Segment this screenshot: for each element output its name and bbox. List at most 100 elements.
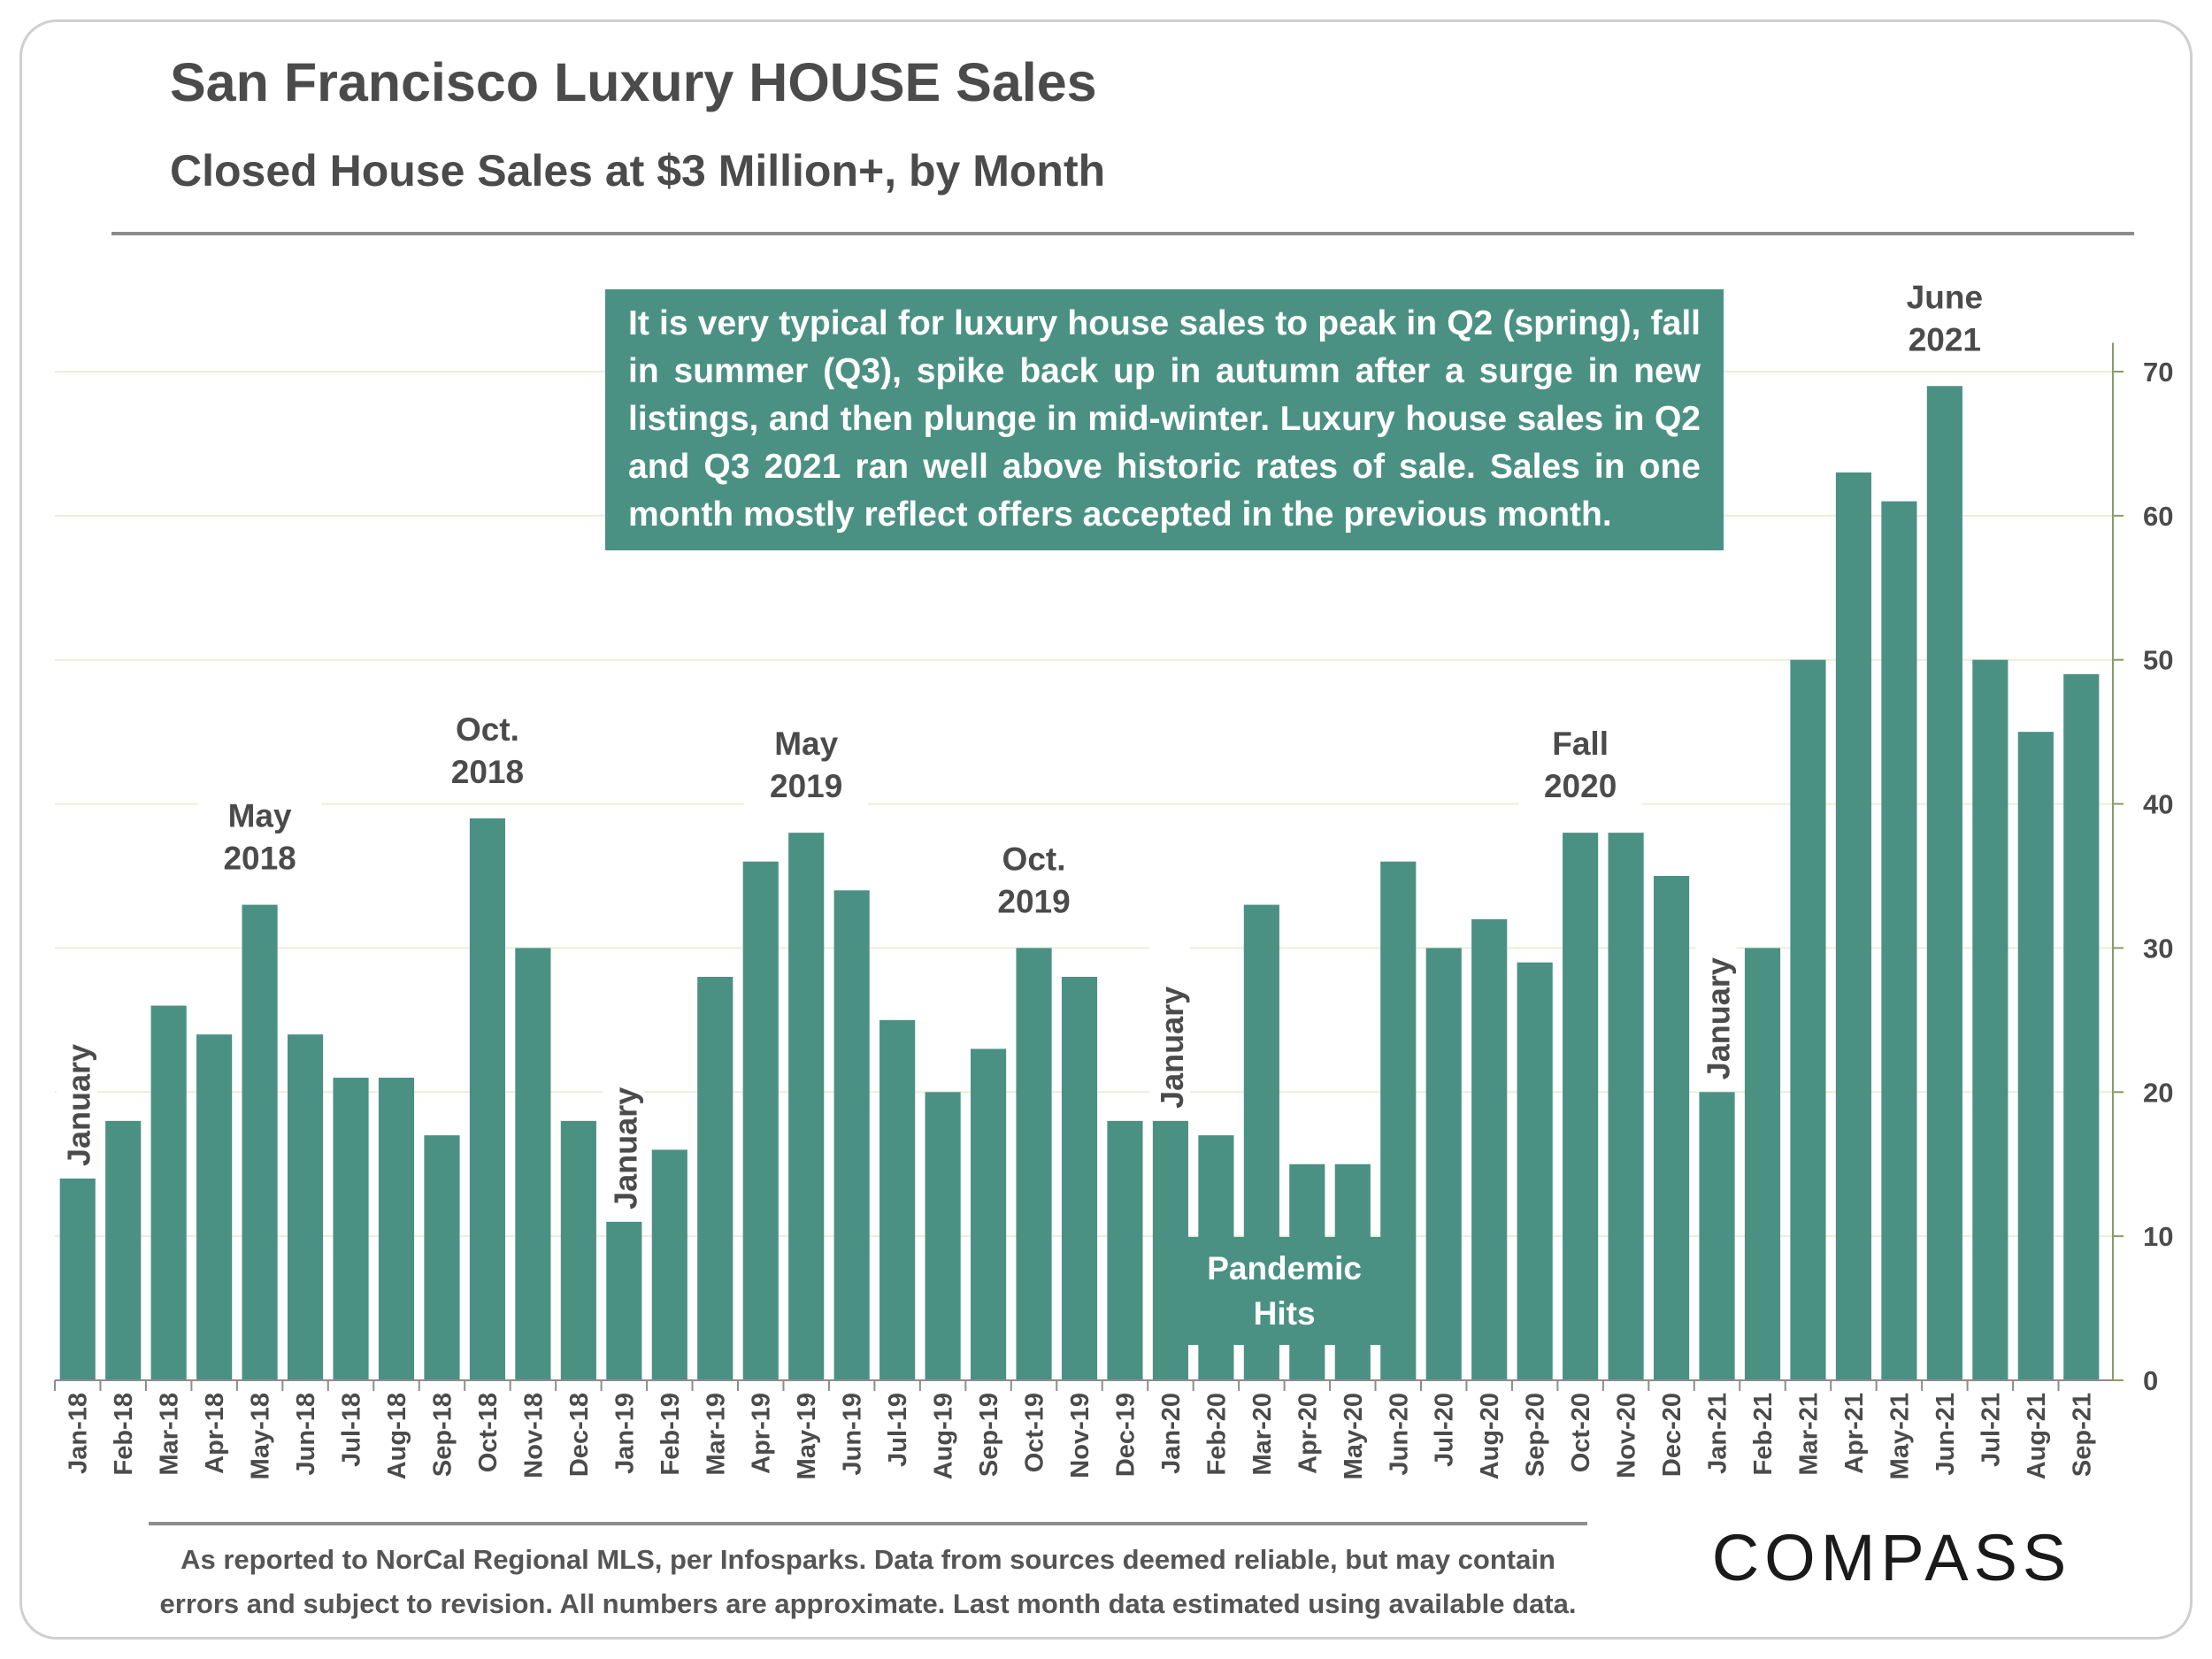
x-tick-label: Apr-19 xyxy=(748,1393,776,1474)
annotation-label-line1: Oct. xyxy=(456,711,519,748)
bar-Mar-21 xyxy=(1790,659,1826,1380)
pandemic-callout-box xyxy=(1181,1237,1387,1345)
x-tick-label: Mar-18 xyxy=(156,1393,184,1476)
annotation-bg xyxy=(425,694,549,794)
annotation-label-line1: June xyxy=(1907,279,1983,315)
bar-Sep-20 xyxy=(1517,962,1553,1380)
x-tick-label: May-19 xyxy=(793,1393,821,1479)
x-tick-label: Sep-21 xyxy=(2068,1393,2096,1477)
annotation-label-line2: 2020 xyxy=(1544,768,1617,804)
x-tick-label: Aug-21 xyxy=(2023,1393,2051,1479)
bar-Dec-19 xyxy=(1107,1120,1143,1380)
bar-Nov-19 xyxy=(1061,977,1098,1380)
bar-Apr-19 xyxy=(742,861,779,1380)
x-tick-label: May-21 xyxy=(1886,1393,1914,1479)
annotation-bg xyxy=(744,709,869,809)
x-tick-label: Sep-19 xyxy=(975,1393,1003,1477)
bar-Feb-21 xyxy=(1744,948,1781,1380)
annotation-bg xyxy=(603,1041,644,1210)
bar-Jul-21 xyxy=(1972,659,2008,1380)
x-tick-label: Feb-20 xyxy=(1202,1393,1231,1475)
annotation-bg xyxy=(1518,709,1643,809)
bar-Nov-20 xyxy=(1608,833,1644,1380)
bar-Jan-21 xyxy=(1699,1092,1735,1380)
x-tick-label: May-18 xyxy=(247,1393,275,1479)
annotation-label-line2: 2019 xyxy=(770,768,842,804)
y-tick-label: 30 xyxy=(2143,933,2173,964)
bar-May-18 xyxy=(242,904,278,1380)
bar-Jul-19 xyxy=(879,1019,916,1380)
bar-Mar-19 xyxy=(697,977,733,1380)
x-tick-label: Oct-20 xyxy=(1567,1393,1595,1472)
axes: 0 10 20 30 40 50 60 70 Jan-18 Feb-18 Mar-18 Apr-18 M… xyxy=(54,342,2173,1479)
x-tick-label: Mar-19 xyxy=(702,1393,730,1476)
y-tick-label: 70 xyxy=(2143,357,2173,388)
bar-Aug-18 xyxy=(378,1078,415,1380)
x-tick-label: Jan-19 xyxy=(611,1393,639,1474)
y-tick-label: 60 xyxy=(2143,501,2173,532)
x-tick-label: Mar-20 xyxy=(1248,1393,1277,1476)
y-tick-label: 10 xyxy=(2143,1221,2173,1252)
bar-Jun-19 xyxy=(833,890,870,1380)
x-tick-label: Dec-20 xyxy=(1658,1393,1686,1477)
annotations: January May 2018 Oct. 2018 January May 2019 Oct.… xyxy=(56,262,2007,1345)
x-tick-label: Jan-20 xyxy=(1157,1393,1186,1474)
bar-Dec-20 xyxy=(1653,876,1690,1380)
bar-Sep-21 xyxy=(2063,674,2100,1380)
annotation-label-line2: 2019 xyxy=(997,883,1070,919)
footer-source-line-1: As reported to NorCal Regional MLS, per … xyxy=(180,1544,1555,1575)
x-tick-label: Sep-20 xyxy=(1522,1393,1550,1477)
annotation-bg xyxy=(1882,262,2007,362)
bar-Dec-18 xyxy=(560,1120,596,1380)
bar-Jan-19 xyxy=(606,1221,642,1380)
annotation-bg xyxy=(1695,911,1737,1080)
x-tick-label: Jul-21 xyxy=(1977,1393,2005,1467)
bar-Aug-20 xyxy=(1471,918,1508,1380)
x-tick-label: Apr-18 xyxy=(201,1393,229,1474)
annotation-label-line1: May xyxy=(228,798,292,834)
x-tick-label: Feb-19 xyxy=(657,1393,685,1475)
bar-Jul-18 xyxy=(333,1078,369,1380)
commentary-box: It is very typical for luxury house sale… xyxy=(605,289,1724,550)
annotation-label-line2: 2018 xyxy=(223,841,296,877)
bar-Nov-18 xyxy=(515,948,551,1380)
x-tick-label: Jul-20 xyxy=(1431,1393,1459,1467)
x-tick-label: Nov-18 xyxy=(519,1393,548,1479)
y-tick-label: 40 xyxy=(2143,789,2173,820)
x-tick-label: Aug-18 xyxy=(383,1393,411,1479)
bar-Feb-19 xyxy=(651,1149,687,1380)
title-divider xyxy=(111,232,2134,235)
x-tick-label: Jun-19 xyxy=(839,1393,867,1475)
pandemic-callout-line2: Hits xyxy=(1254,1295,1316,1332)
annotation-january: January xyxy=(61,1044,97,1166)
x-tick-label: May-20 xyxy=(1340,1393,1368,1479)
annotation-label-line2: 2021 xyxy=(1909,321,1981,357)
x-tick-label: Nov-20 xyxy=(1613,1393,1641,1479)
x-tick-label: Oct-19 xyxy=(1021,1393,1049,1472)
bar-Sep-18 xyxy=(424,1135,460,1380)
y-tick-label: 20 xyxy=(2143,1077,2173,1108)
annotation-bg xyxy=(197,780,322,880)
bar-Oct-19 xyxy=(1016,948,1052,1380)
bar-Oct-20 xyxy=(1563,833,1599,1380)
x-tick-label: Jul-19 xyxy=(884,1393,912,1467)
y-tick-label: 50 xyxy=(2143,645,2173,676)
bar-Mar-18 xyxy=(150,1005,187,1380)
bar-Oct-18 xyxy=(469,818,506,1380)
x-tick-label: Aug-20 xyxy=(1476,1393,1504,1479)
compass-logo-wordmark: COMPASS xyxy=(1712,1524,2072,1594)
x-tick-label: Apr-20 xyxy=(1294,1393,1322,1474)
chart-title: San Francisco Luxury HOUSE Sales xyxy=(170,52,1097,112)
footer-source-line-2: errors and subject to revision. All numb… xyxy=(159,1588,1577,1619)
x-tick-label: Oct-18 xyxy=(474,1393,503,1472)
x-tick-label: Feb-18 xyxy=(110,1393,138,1475)
pandemic-callout-line1: Pandemic xyxy=(1207,1250,1362,1286)
bar-Feb-18 xyxy=(105,1120,142,1380)
x-tick-label: Jun-21 xyxy=(1932,1393,1960,1475)
bar-Aug-21 xyxy=(2017,732,2054,1380)
x-tick-label: Jun-20 xyxy=(1385,1393,1413,1475)
x-tick-label: Sep-18 xyxy=(428,1393,457,1477)
x-tick-label: Mar-21 xyxy=(1794,1393,1823,1476)
x-tick-label: Jul-18 xyxy=(338,1393,366,1467)
